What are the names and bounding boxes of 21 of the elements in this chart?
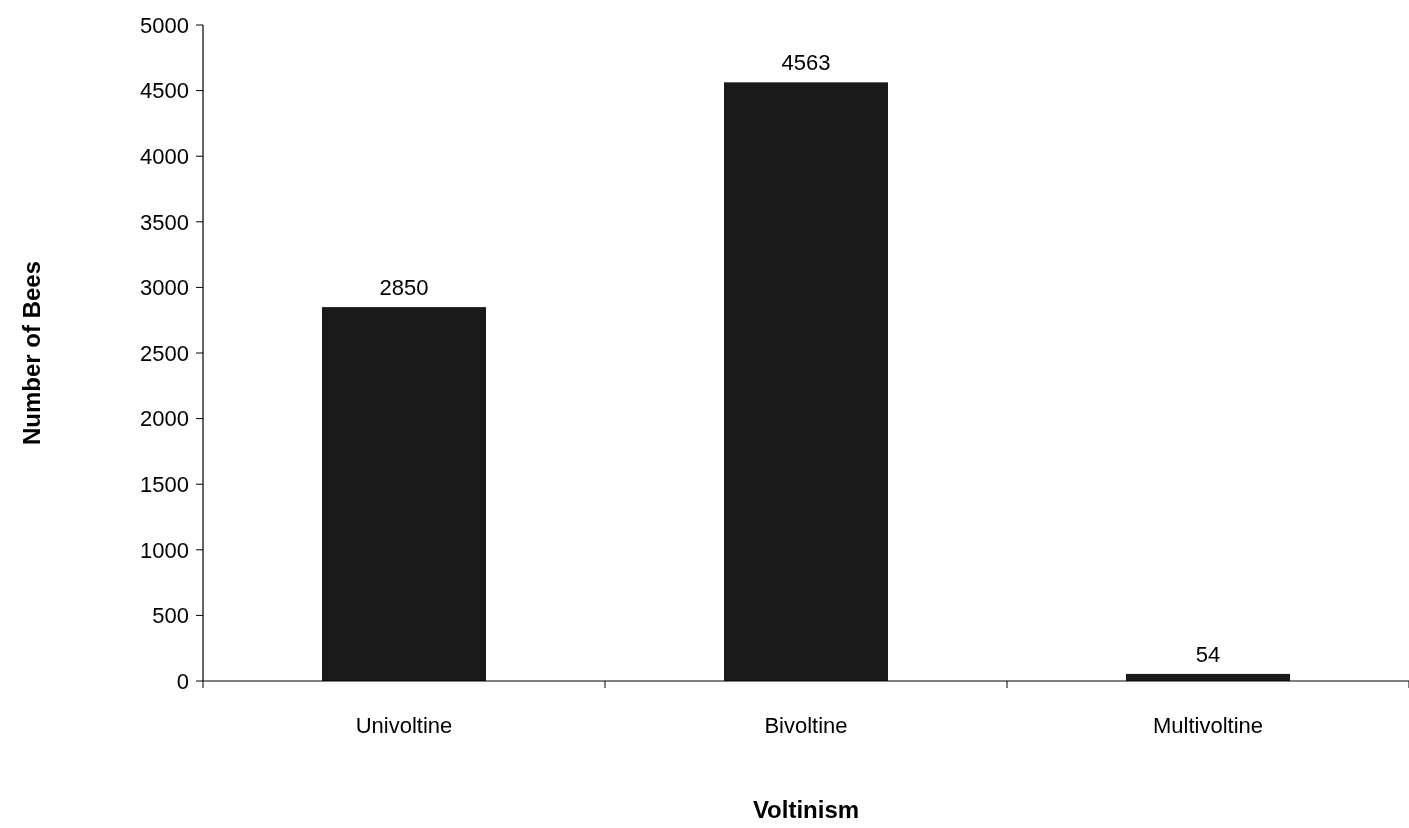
x-tick-label: Bivoltine bbox=[764, 713, 848, 738]
y-tick-label: 3500 bbox=[140, 209, 189, 235]
y-tick-label: 4500 bbox=[140, 78, 189, 104]
y-axis-title: Number of Bees bbox=[18, 260, 45, 446]
x-tick-label: Univoltine bbox=[355, 713, 453, 738]
y-tick-label: 1500 bbox=[140, 471, 189, 497]
bar bbox=[724, 82, 888, 681]
data-label: 54 bbox=[1195, 641, 1221, 667]
y-tick-label: 2500 bbox=[140, 340, 189, 366]
x-axis-title: Voltinism bbox=[752, 796, 860, 823]
data-label: 2850 bbox=[379, 275, 429, 301]
y-tick-label: 1000 bbox=[140, 537, 189, 563]
y-tick-label: 3000 bbox=[140, 275, 189, 301]
y-tick-label: 4000 bbox=[140, 143, 189, 169]
y-tick-label: 2000 bbox=[140, 406, 189, 432]
y-tick-label: 0 bbox=[176, 668, 189, 694]
x-tick-label: Multivoltine bbox=[1152, 713, 1264, 738]
y-tick-label: 500 bbox=[152, 603, 189, 629]
y-tick-label: 5000 bbox=[140, 12, 189, 38]
bar bbox=[322, 307, 486, 681]
data-label: 4563 bbox=[781, 50, 831, 76]
